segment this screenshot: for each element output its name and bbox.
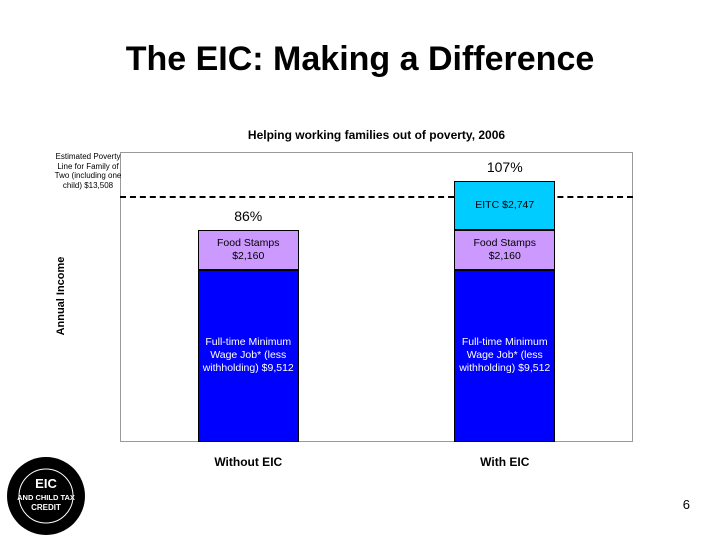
bar-segment: Food Stamps $2,160 <box>197 230 299 270</box>
bar-segment: Full-time Minimum Wage Job* (less withho… <box>454 269 556 442</box>
logo-text: EIC <box>35 476 57 491</box>
slide-title: The EIC: Making a Difference <box>125 40 595 78</box>
x-tick-label: With EIC <box>480 455 530 469</box>
bar-segment: Full-time Minimum Wage Job* (less withho… <box>197 269 299 442</box>
page-number: 6 <box>682 497 690 512</box>
poverty-line-label: Estimated Poverty Line for Family of Two… <box>54 152 122 190</box>
segment-label: Full-time Minimum Wage Job* (less withho… <box>202 336 294 375</box>
x-tick-label: Without EIC <box>214 455 283 469</box>
percent-label: 86% <box>234 208 263 225</box>
segment-label: Food Stamps $2,160 <box>473 237 536 262</box>
logo-ring <box>18 468 74 524</box>
plot-area <box>120 152 633 442</box>
logo-text: CREDIT <box>31 503 61 512</box>
poverty-line <box>120 196 633 199</box>
bar-segment: Food Stamps $2,160 <box>454 230 556 270</box>
segment-label: Food Stamps $2,160 <box>217 237 280 262</box>
bar-segment: EITC $2,747 <box>454 180 556 231</box>
percent-label: 107% <box>486 158 523 175</box>
chart-title: Helping working families out of poverty,… <box>247 128 506 142</box>
logo: EIC AND CHILD TAX CREDIT <box>7 457 85 535</box>
logo-disc <box>7 457 85 535</box>
segment-label: Full-time Minimum Wage Job* (less withho… <box>459 336 551 375</box>
segment-label: EITC $2,747 <box>475 199 535 212</box>
y-axis-label: Annual Income <box>55 256 67 336</box>
logo-text: AND CHILD TAX <box>17 493 75 502</box>
